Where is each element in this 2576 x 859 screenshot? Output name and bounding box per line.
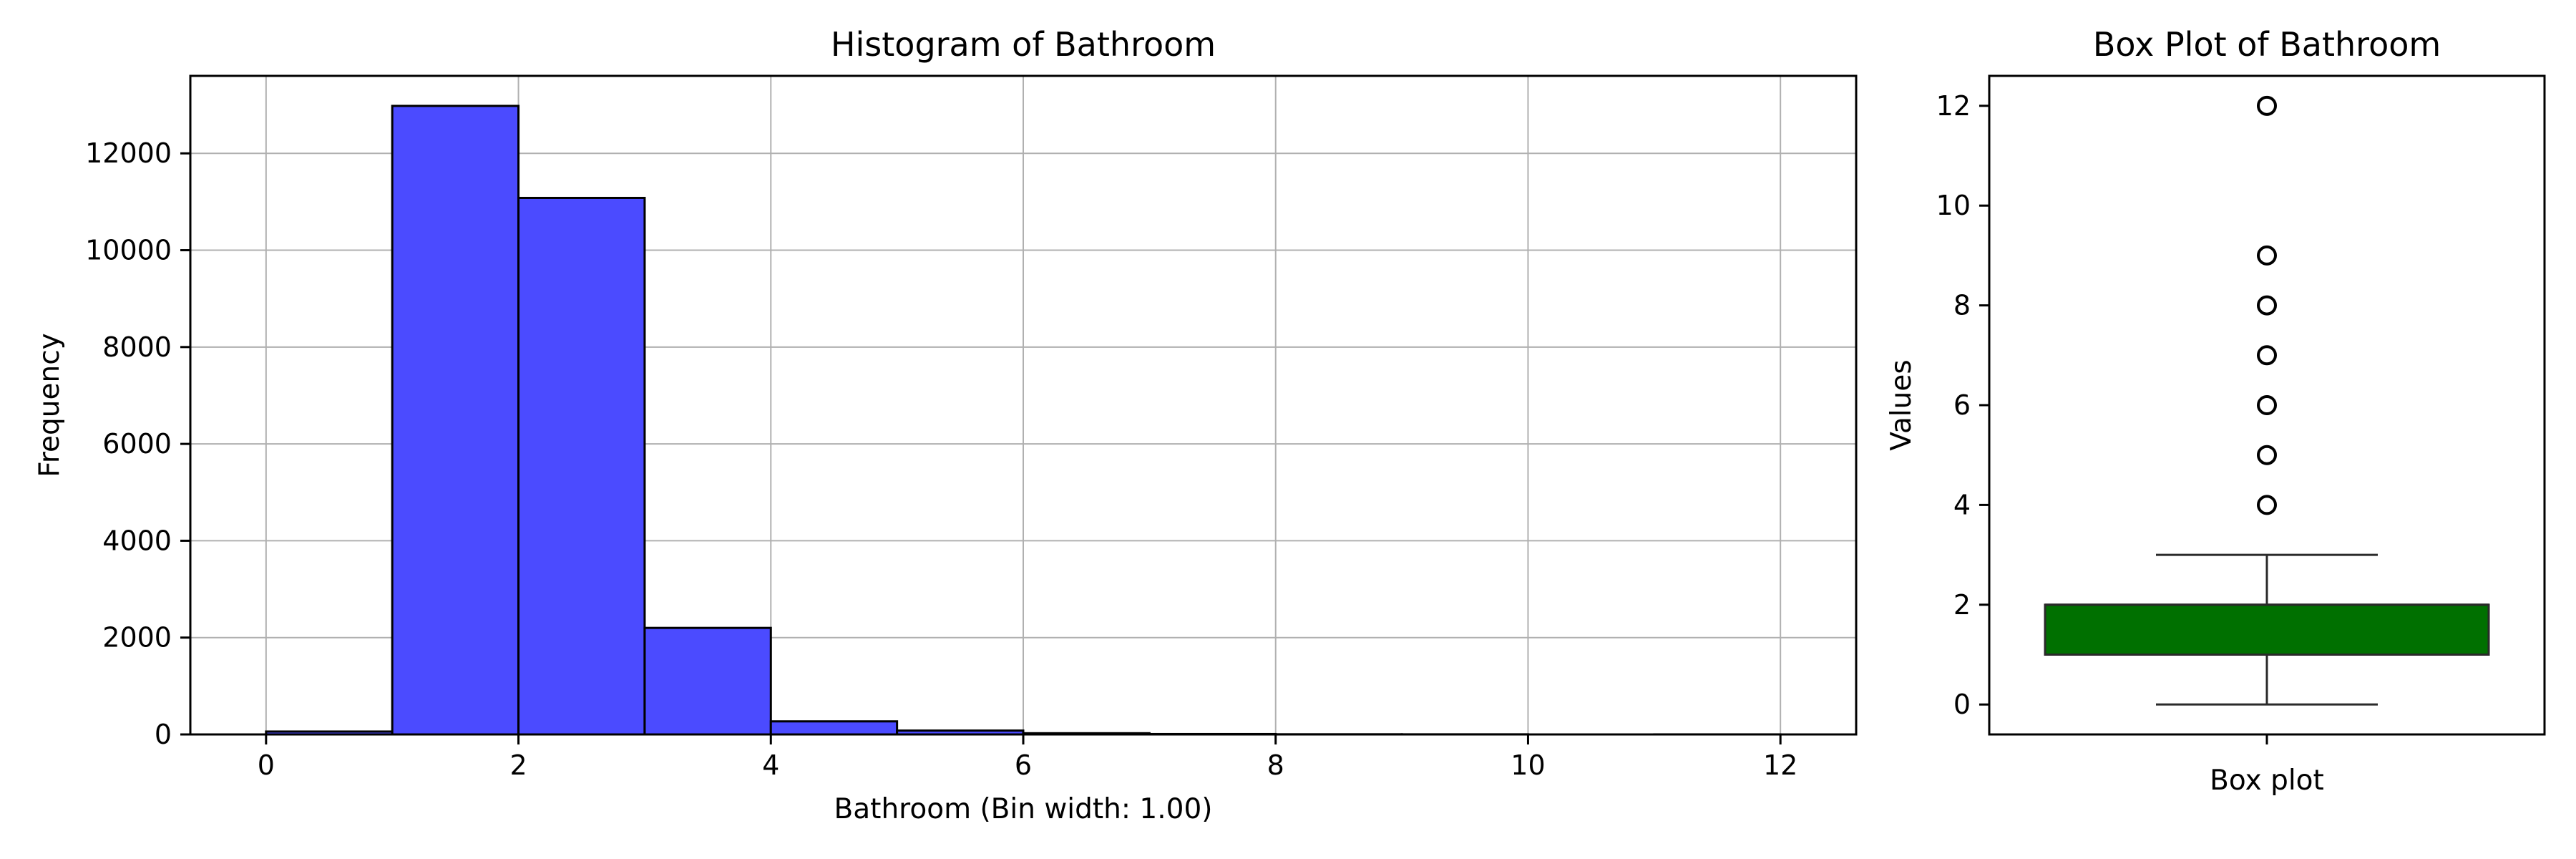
boxplot-y-axis-label: Values	[1885, 359, 1918, 450]
histogram-x-tick-label: 12	[1763, 749, 1797, 781]
histogram-x-tick-label: 0	[258, 749, 275, 781]
boxplot-outlier-point	[2257, 345, 2277, 366]
boxplot-y-tick-label: 2	[1953, 589, 1971, 621]
histogram-bar	[769, 720, 899, 736]
histogram-x-tick-label: 4	[762, 749, 779, 781]
histogram-x-tick-label: 8	[1267, 749, 1284, 781]
histogram-bar	[517, 196, 646, 736]
boxplot-outlier-point	[2257, 295, 2277, 316]
histogram-y-tick-label: 4000	[102, 525, 172, 556]
histogram-x-tick-label: 10	[1511, 749, 1545, 781]
histogram-y-tick-label: 6000	[102, 428, 172, 460]
boxplot-y-tick-label: 0	[1953, 689, 1971, 720]
histogram-x-axis-label: Bathroom (Bin width: 1.00)	[834, 793, 1213, 825]
histogram-x-tick-label: 2	[509, 749, 527, 781]
boxplot-title: Box Plot of Bathroom	[2093, 25, 2441, 64]
histogram-panel: 0 2 4 6 8 10 12 0 2000 4000 6000 8000 10000 12000 Hi…	[34, 25, 1858, 825]
boxplot-y-ticks: 0 2 4 6 8 10 12	[1936, 90, 1989, 720]
boxplot-y-tick-label: 12	[1936, 90, 1971, 122]
histogram-x-tick-label: 6	[1015, 749, 1032, 781]
boxplot-outlier-point	[2257, 445, 2277, 465]
boxplot-y-tick-label: 4	[1953, 489, 1971, 520]
boxplot-box	[2044, 603, 2490, 656]
boxplot-outlier-point	[2257, 395, 2277, 415]
boxplot-outlier-point	[2257, 245, 2277, 266]
histogram-bar	[643, 626, 772, 736]
boxplot-marks	[2044, 95, 2490, 706]
histogram-y-tick-label: 12000	[85, 137, 172, 169]
histogram-y-tick-label: 0	[155, 719, 172, 750]
boxplot-outlier-point	[2257, 95, 2277, 116]
boxplot-y-tick-label: 6	[1953, 389, 1971, 421]
histogram-bar	[391, 105, 520, 736]
histogram-y-ticks: 0 2000 4000 6000 8000 10000 12000	[85, 137, 190, 750]
boxplot-outlier-point	[2257, 495, 2277, 515]
histogram-y-tick-label: 10000	[85, 235, 172, 266]
histogram-y-axis-label: Frequency	[34, 333, 66, 477]
histogram-x-ticks: 0 2 4 6 8 10 12	[258, 734, 1797, 781]
boxplot-y-tick-label: 10	[1936, 190, 1971, 221]
histogram-y-tick-label: 2000	[102, 622, 172, 654]
histogram-y-tick-label: 8000	[102, 331, 172, 363]
boxplot-y-tick-label: 8	[1953, 290, 1971, 321]
histogram-title: Histogram of Bathroom	[831, 25, 1216, 64]
boxplot-x-tick-label: Box plot	[2210, 765, 2324, 797]
histogram-bars	[265, 105, 1782, 736]
